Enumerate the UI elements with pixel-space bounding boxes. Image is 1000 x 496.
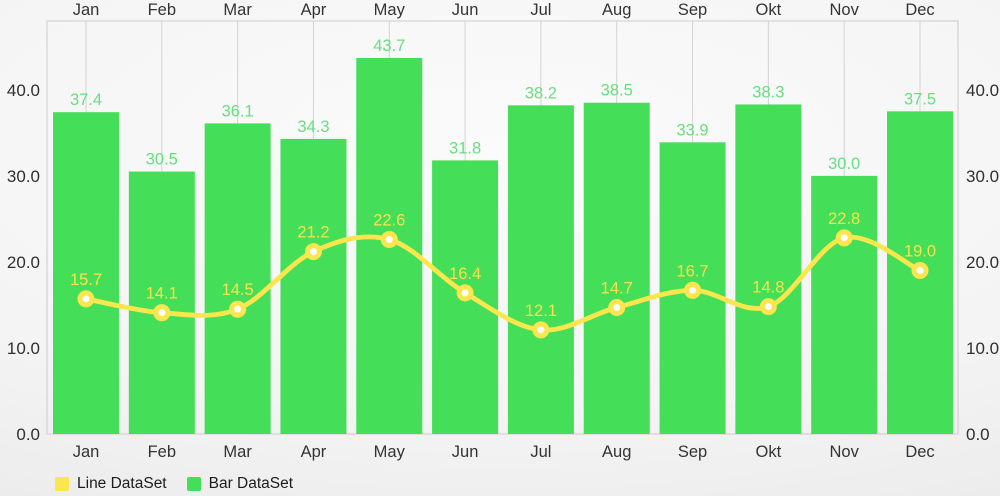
y-tick-left-30.0: 30.0 <box>7 167 40 186</box>
line-point-mar[interactable] <box>229 300 247 318</box>
legend-swatch-line <box>55 477 69 491</box>
bar-value-label-nov: 30.0 <box>828 155 860 173</box>
month-label-top-mar: Mar <box>223 1 252 19</box>
line-value-label-nov: 22.8 <box>828 210 860 228</box>
chart-legend: Line DataSet Bar DataSet <box>55 475 293 493</box>
line-point-okt[interactable] <box>759 298 777 316</box>
legend-swatch-bar <box>186 477 201 491</box>
bar-feb[interactable] <box>128 171 195 434</box>
legend-label-bar: Bar DataSet <box>208 475 294 492</box>
y-tick-left-40.0: 40.0 <box>7 81 40 100</box>
line-value-label-may: 22.6 <box>373 212 405 230</box>
month-label-bottom-jun: Jun <box>452 443 479 461</box>
line-value-label-okt: 14.8 <box>752 279 784 297</box>
line-point-apr[interactable] <box>304 243 322 261</box>
bar-jul[interactable] <box>507 105 574 434</box>
line-value-label-jan: 15.7 <box>70 271 102 289</box>
month-label-top-okt: Okt <box>756 1 782 19</box>
bar-value-label-aug: 38.5 <box>601 82 633 100</box>
y-tick-left-10.0: 10.0 <box>7 339 40 358</box>
line-point-may[interactable] <box>380 231 398 249</box>
month-label-bottom-apr: Apr <box>301 443 327 461</box>
bar-value-label-jun: 31.8 <box>449 139 481 157</box>
month-label-bottom-aug: Aug <box>602 443 631 461</box>
line-value-label-sep: 16.7 <box>676 262 708 280</box>
bar-value-label-may: 43.7 <box>373 37 405 55</box>
bar-okt[interactable] <box>735 104 802 434</box>
month-label-top-may: May <box>374 1 406 19</box>
bar-apr[interactable] <box>280 138 347 435</box>
month-label-top-sep: Sep <box>678 1 707 19</box>
y-tick-right-40.0: 40.0 <box>966 81 999 100</box>
month-label-bottom-okt: Okt <box>756 443 782 461</box>
y-tick-left-20.0: 20.0 <box>7 253 40 272</box>
line-value-label-aug: 14.7 <box>601 280 633 298</box>
line-point-feb[interactable] <box>153 304 171 322</box>
y-tick-right-10.0: 10.0 <box>966 339 999 358</box>
bar-value-label-apr: 34.3 <box>297 118 329 136</box>
line-point-aug[interactable] <box>608 299 626 317</box>
y-tick-right-30.0: 30.0 <box>966 167 999 186</box>
line-value-label-jun: 16.4 <box>449 265 481 283</box>
bar-value-label-dec: 37.5 <box>904 90 936 108</box>
month-label-bottom-jul: Jul <box>530 443 551 461</box>
legend-label-line: Line DataSet <box>77 475 167 492</box>
month-label-top-feb: Feb <box>148 1 176 19</box>
legend-item-line-dataset[interactable]: Line DataSet <box>55 475 167 493</box>
bar-value-label-feb: 30.5 <box>146 151 178 169</box>
month-label-bottom-sep: Sep <box>678 443 707 461</box>
bar-value-label-mar: 36.1 <box>222 102 254 120</box>
plot-border <box>46 20 959 435</box>
line-point-dec[interactable] <box>911 262 929 280</box>
line-value-label-mar: 14.5 <box>222 281 254 299</box>
line-point-jun[interactable] <box>456 284 474 302</box>
line-value-label-apr: 21.2 <box>297 224 329 242</box>
month-label-top-jun: Jun <box>452 1 479 19</box>
bar-nov[interactable] <box>811 175 878 434</box>
month-label-bottom-may: May <box>374 443 406 461</box>
month-label-bottom-jan: Jan <box>73 443 100 461</box>
legend-item-bar-dataset[interactable]: Bar DataSet <box>186 475 294 493</box>
month-label-top-apr: Apr <box>301 1 327 19</box>
month-label-top-dec: Dec <box>905 1 934 19</box>
bar-mar[interactable] <box>204 123 271 434</box>
line-point-jan[interactable] <box>77 290 95 308</box>
month-label-top-jan: Jan <box>73 1 100 19</box>
y-tick-left-0.0: 0.0 <box>16 425 40 444</box>
line-value-label-jul: 12.1 <box>525 302 557 320</box>
bar-value-label-okt: 38.3 <box>752 83 784 101</box>
month-label-top-aug: Aug <box>602 1 631 19</box>
line-value-label-dec: 19.0 <box>904 243 936 261</box>
line-point-sep[interactable] <box>684 281 702 299</box>
bar-value-label-jul: 38.2 <box>525 84 557 102</box>
month-label-bottom-nov: Nov <box>830 443 860 461</box>
bar-value-label-sep: 33.9 <box>676 121 708 139</box>
month-label-bottom-dec: Dec <box>905 443 934 461</box>
month-label-bottom-mar: Mar <box>223 443 252 461</box>
month-label-bottom-feb: Feb <box>148 443 176 461</box>
line-point-jul[interactable] <box>532 321 550 339</box>
month-label-top-nov: Nov <box>830 1 860 19</box>
bar-jan[interactable] <box>53 112 119 435</box>
bar-aug[interactable] <box>583 102 650 434</box>
y-tick-right-20.0: 20.0 <box>966 253 999 272</box>
y-tick-right-0.0: 0.0 <box>966 425 990 444</box>
line-value-label-feb: 14.1 <box>146 285 178 303</box>
month-label-top-jul: Jul <box>530 1 551 19</box>
line-point-nov[interactable] <box>835 229 853 247</box>
bar-value-label-jan: 37.4 <box>70 91 102 109</box>
